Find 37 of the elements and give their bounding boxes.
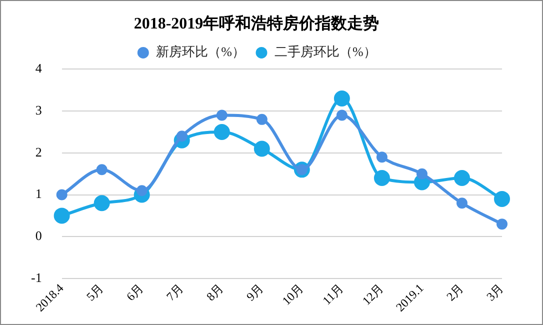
x-tick-label: 3月 xyxy=(484,281,506,304)
point xyxy=(416,168,428,180)
y-tick-label: 4 xyxy=(35,60,42,76)
point xyxy=(456,198,468,209)
point xyxy=(94,195,110,212)
x-tick-label: 5月 xyxy=(84,281,106,304)
x-tick-label: 11月 xyxy=(320,281,346,308)
point xyxy=(54,208,70,224)
x-tick-label: 12月 xyxy=(359,281,386,308)
point xyxy=(216,110,228,121)
point xyxy=(496,218,508,230)
legend-label: 新房环比（%） xyxy=(156,44,246,60)
chart-title: 2018-2019年呼和浩特房价指数走势 xyxy=(134,14,380,33)
x-tick-label: 10月 xyxy=(279,281,306,308)
point xyxy=(96,164,108,176)
x-tick-label: 2月 xyxy=(444,281,466,304)
x-tick-label: 8月 xyxy=(204,281,226,304)
point xyxy=(494,190,510,207)
legend-label: 二手房环比（%） xyxy=(274,44,376,60)
point xyxy=(334,90,350,106)
point xyxy=(56,189,68,200)
x-tick-label: 9月 xyxy=(244,281,266,304)
point xyxy=(136,185,148,196)
x-tick-label: 6月 xyxy=(124,281,146,304)
y-tick-label: 2 xyxy=(35,144,42,160)
x-tick-label: 7月 xyxy=(164,281,186,304)
y-tick-label: -1 xyxy=(30,270,42,285)
point xyxy=(214,124,230,140)
point xyxy=(336,110,348,121)
point xyxy=(454,170,470,186)
point xyxy=(256,114,268,125)
y-tick-label: 0 xyxy=(35,228,42,244)
point xyxy=(254,140,270,157)
point xyxy=(374,170,390,186)
y-tick-label: 3 xyxy=(35,102,42,118)
point xyxy=(376,152,388,163)
y-tick-label: 1 xyxy=(35,186,42,202)
